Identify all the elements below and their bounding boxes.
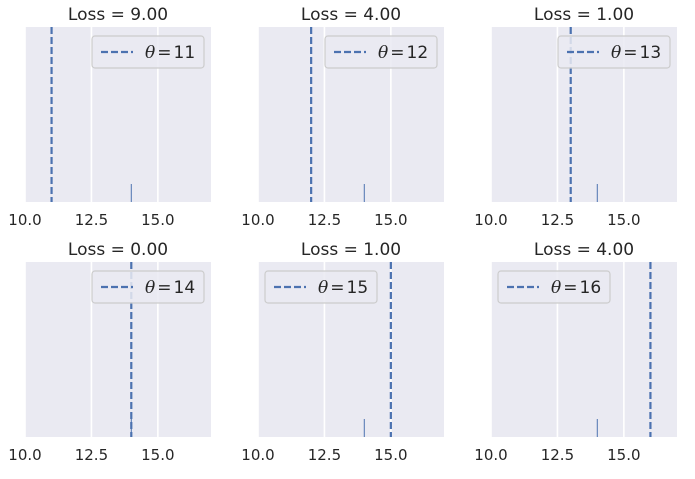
legend-label: θ = 13 [611, 43, 661, 63]
x-tick-label: 15.0 [607, 211, 640, 229]
x-tick-label: 12.5 [308, 211, 341, 229]
x-tick-label: 15.0 [141, 211, 174, 229]
x-tick-label: 15.0 [374, 446, 407, 464]
x-tick-label: 10.0 [8, 446, 41, 464]
subplot-title: Loss = 1.00 [301, 240, 401, 260]
legend-theta-symbol: θ [611, 43, 621, 63]
legend-equals: = [623, 43, 637, 63]
x-tick-label: 12.5 [308, 446, 341, 464]
legend-theta-value: 15 [347, 278, 369, 298]
legend: θ = 14 [91, 270, 205, 304]
legend-theta-value: 11 [174, 43, 196, 63]
legend-box [324, 35, 438, 69]
legend-label: θ = 16 [551, 278, 601, 298]
x-tick-label: 12.5 [75, 446, 108, 464]
legend-label: θ = 11 [145, 43, 195, 63]
x-tick-label: 12.5 [541, 446, 574, 464]
legend-theta-symbol: θ [145, 278, 155, 298]
legend-equals: = [157, 278, 171, 298]
legend-theta-symbol: θ [378, 43, 388, 63]
legend: θ = 12 [324, 35, 438, 69]
legend-label: θ = 14 [145, 278, 195, 298]
legend-box [557, 35, 671, 69]
legend-equals: = [390, 43, 404, 63]
subplot-title: Loss = 4.00 [534, 240, 634, 260]
legend-label: θ = 15 [318, 278, 368, 298]
legend-equals: = [330, 278, 344, 298]
x-tick-label: 10.0 [241, 211, 274, 229]
x-tick-label: 15.0 [607, 446, 640, 464]
subplot-title: Loss = 1.00 [534, 5, 634, 25]
subplot-2: Loss = 4.00 10.0 12.5 15.0 θ = 12 [241, 5, 444, 229]
legend-box [497, 270, 611, 304]
x-tick-label: 12.5 [541, 211, 574, 229]
legend-box [91, 35, 205, 69]
legend-theta-value: 16 [580, 278, 602, 298]
subplot-6: Loss = 4.00 10.0 12.5 15.0 θ = 16 [474, 240, 677, 464]
legend-theta-symbol: θ [318, 278, 328, 298]
legend: θ = 15 [264, 270, 378, 304]
legend-theta-value: 14 [174, 278, 196, 298]
subplot-3: Loss = 1.00 10.0 12.5 15.0 θ = 13 [474, 5, 677, 229]
legend-box [91, 270, 205, 304]
subplot-title: Loss = 9.00 [68, 5, 168, 25]
legend-equals: = [157, 43, 171, 63]
legend-equals: = [563, 278, 577, 298]
legend-theta-value: 13 [640, 43, 662, 63]
subplot-4: Loss = 0.00 10.0 12.5 15.0 θ = 14 [8, 240, 211, 464]
subplot-5: Loss = 1.00 10.0 12.5 15.0 θ = 15 [241, 240, 444, 464]
x-tick-label: 10.0 [474, 446, 507, 464]
legend: θ = 13 [557, 35, 671, 69]
x-tick-label: 15.0 [141, 446, 174, 464]
subplot-1: Loss = 9.00 10.0 12.5 15.0 θ = 11 [8, 5, 211, 229]
legend-theta-value: 12 [407, 43, 429, 63]
subplot-title: Loss = 4.00 [301, 5, 401, 25]
legend-label: θ = 12 [378, 43, 428, 63]
subplot-title: Loss = 0.00 [68, 240, 168, 260]
x-tick-label: 10.0 [241, 446, 274, 464]
x-tick-label: 15.0 [374, 211, 407, 229]
legend: θ = 11 [91, 35, 205, 69]
x-tick-label: 10.0 [474, 211, 507, 229]
x-tick-label: 10.0 [8, 211, 41, 229]
legend-theta-symbol: θ [551, 278, 561, 298]
legend: θ = 16 [497, 270, 611, 304]
x-tick-label: 12.5 [75, 211, 108, 229]
legend-theta-symbol: θ [145, 43, 155, 63]
legend-box [264, 270, 378, 304]
